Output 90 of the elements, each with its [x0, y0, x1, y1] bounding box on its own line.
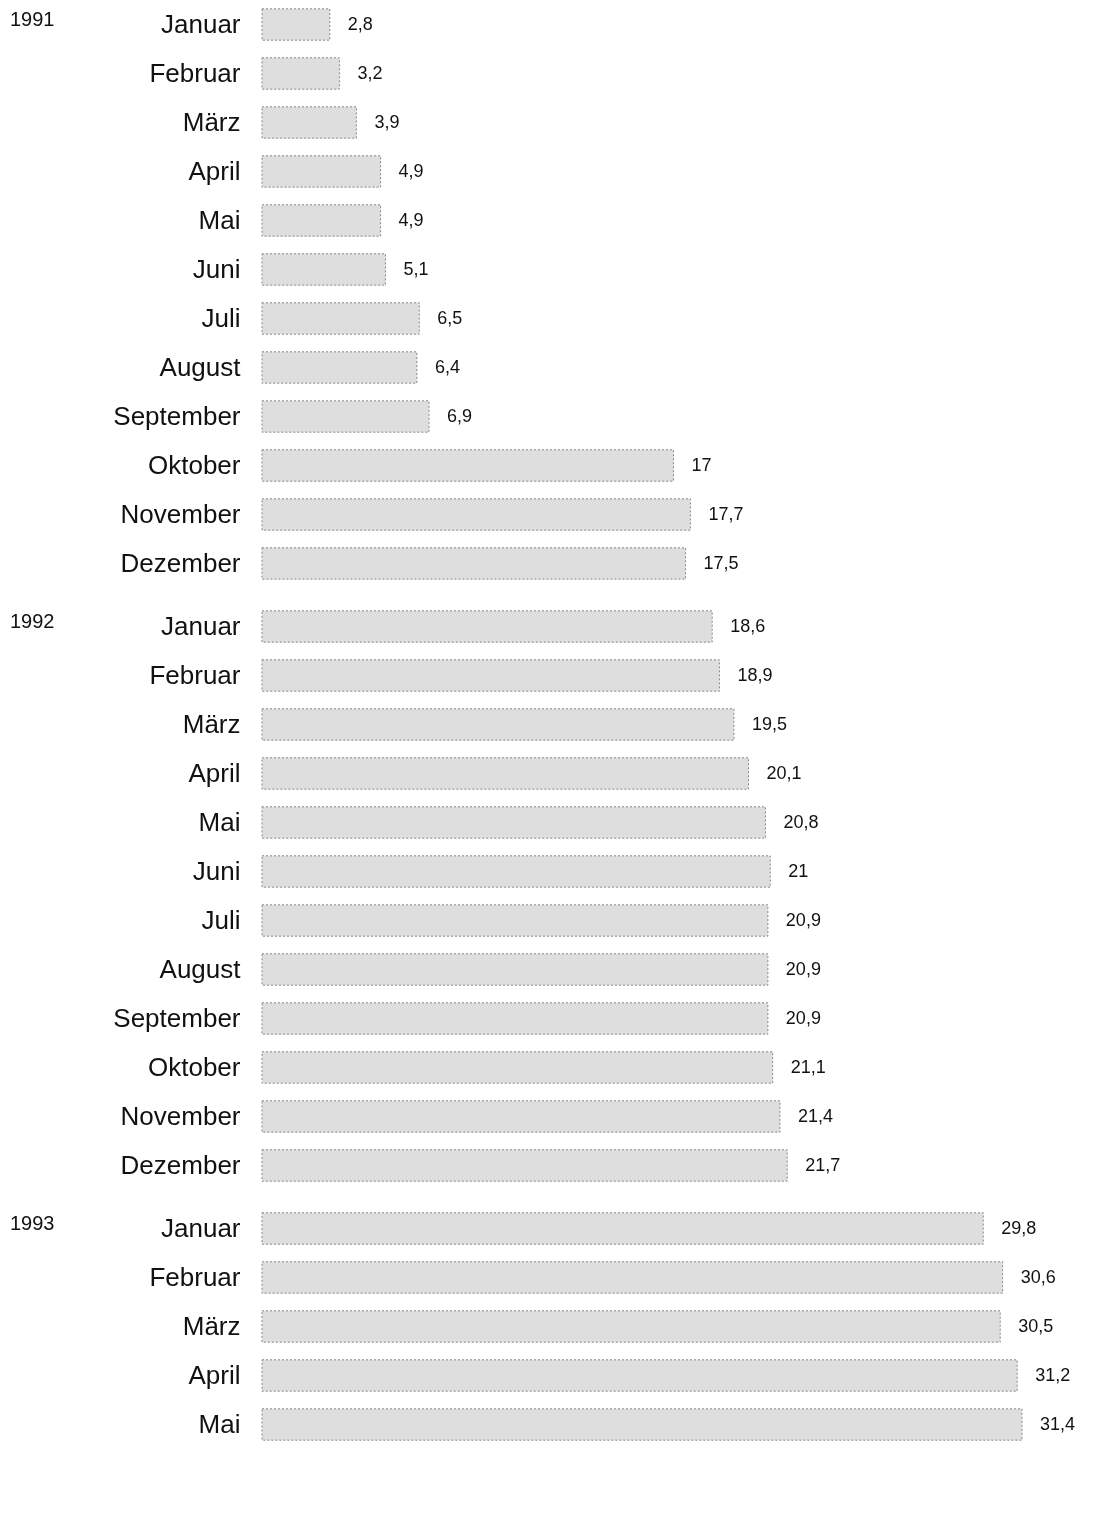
- bar: [261, 498, 691, 531]
- bar: [261, 610, 713, 643]
- data-label: 21,4: [797, 1105, 834, 1126]
- bar: [261, 547, 687, 580]
- y-tick-label: April: [188, 757, 241, 788]
- y-tick-label: März: [182, 106, 241, 137]
- bar: [261, 1100, 781, 1133]
- y-tick-label: Oktober: [148, 449, 241, 480]
- data-label: 17,7: [708, 503, 744, 524]
- data-label: 20,1: [766, 762, 802, 783]
- bar: [261, 1149, 788, 1182]
- y-tick-label: Februar: [149, 659, 241, 690]
- text: 1992: [10, 610, 55, 632]
- data-label: 17: [691, 454, 712, 475]
- bar: [261, 351, 418, 384]
- y-tick-label: Februar: [149, 57, 241, 88]
- y-tick-label: Juli: [201, 904, 241, 935]
- y-tick-label: Oktober: [148, 1051, 241, 1082]
- y-tick-label: Juni: [192, 253, 241, 284]
- bar: [261, 806, 766, 839]
- bar: [261, 855, 771, 888]
- y-tick-label: Mai: [198, 1408, 241, 1439]
- bar: [261, 659, 720, 692]
- bar: [261, 449, 674, 482]
- text: 1993: [10, 1212, 55, 1234]
- bar: [261, 1002, 769, 1035]
- bar: [261, 757, 749, 790]
- data-label: 31,4: [1040, 1413, 1076, 1434]
- data-label: 20,9: [785, 909, 821, 930]
- y-tick-label: Januar: [161, 8, 241, 39]
- y-tick-label: November: [120, 1100, 241, 1131]
- data-label: 17,5: [703, 552, 739, 573]
- bar: [261, 57, 340, 90]
- bar: [261, 1261, 1004, 1294]
- bar: [261, 1408, 1023, 1441]
- data-label: 4,9: [398, 160, 424, 181]
- bar: [261, 106, 357, 139]
- bar: [261, 253, 386, 286]
- bar: [261, 1310, 1001, 1343]
- bar: [261, 708, 735, 741]
- bar: [261, 204, 382, 237]
- data-label: 4,9: [398, 209, 424, 230]
- data-label: 20,9: [785, 958, 821, 979]
- data-label: 18,6: [730, 615, 766, 636]
- data-label: 19,5: [751, 713, 788, 734]
- y-tick-label: September: [113, 400, 241, 431]
- y-tick-label: Februar: [149, 1261, 241, 1292]
- data-label: 31,2: [1035, 1364, 1071, 1385]
- data-label: 30,6: [1020, 1266, 1056, 1287]
- y-tick-label: April: [188, 155, 241, 186]
- y-tick-label: Januar: [161, 610, 241, 641]
- data-label: 30,5: [1018, 1315, 1054, 1336]
- bar: [261, 904, 769, 937]
- y-tick-label: Mai: [198, 204, 241, 235]
- data-label: 5,1: [403, 258, 429, 279]
- data-label: 21,7: [805, 1154, 841, 1175]
- text: 1991: [10, 8, 55, 30]
- bar: [261, 1212, 984, 1245]
- bar: [261, 155, 382, 188]
- data-label: 29,8: [1001, 1217, 1037, 1238]
- data-label: 6,9: [447, 405, 473, 426]
- y-tick-label: Juli: [201, 302, 241, 333]
- y-tick-label: November: [120, 498, 241, 529]
- bar: [261, 302, 420, 335]
- data-label: 20,9: [785, 1007, 821, 1028]
- data-label: 21: [788, 860, 809, 881]
- data-label: 21,1: [790, 1056, 826, 1077]
- bar: [261, 953, 769, 986]
- data-label: 6,5: [437, 307, 463, 328]
- y-tick-label: März: [182, 708, 241, 739]
- bar: [261, 1051, 774, 1084]
- data-label: 2,8: [347, 13, 373, 34]
- data-label: 18,9: [737, 664, 773, 685]
- y-tick-label: Mai: [198, 806, 241, 837]
- data-label: 20,8: [783, 811, 819, 832]
- data-label: 3,2: [357, 62, 383, 83]
- y-tick-label: Dezember: [120, 1149, 241, 1180]
- data-label: 3,9: [374, 111, 400, 132]
- y-tick-label: März: [182, 1310, 241, 1341]
- y-tick-label: August: [159, 351, 242, 382]
- y-tick-label: April: [188, 1359, 241, 1390]
- y-tick-label: Juni: [192, 855, 241, 886]
- bar: [261, 1359, 1018, 1392]
- y-tick-label: August: [159, 953, 242, 984]
- y-tick-label: Dezember: [120, 547, 241, 578]
- y-tick-label: September: [113, 1002, 241, 1033]
- bar: [261, 8, 331, 41]
- y-tick-label: Januar: [161, 1212, 241, 1243]
- data-label: 6,4: [434, 356, 460, 377]
- bar: [261, 400, 430, 433]
